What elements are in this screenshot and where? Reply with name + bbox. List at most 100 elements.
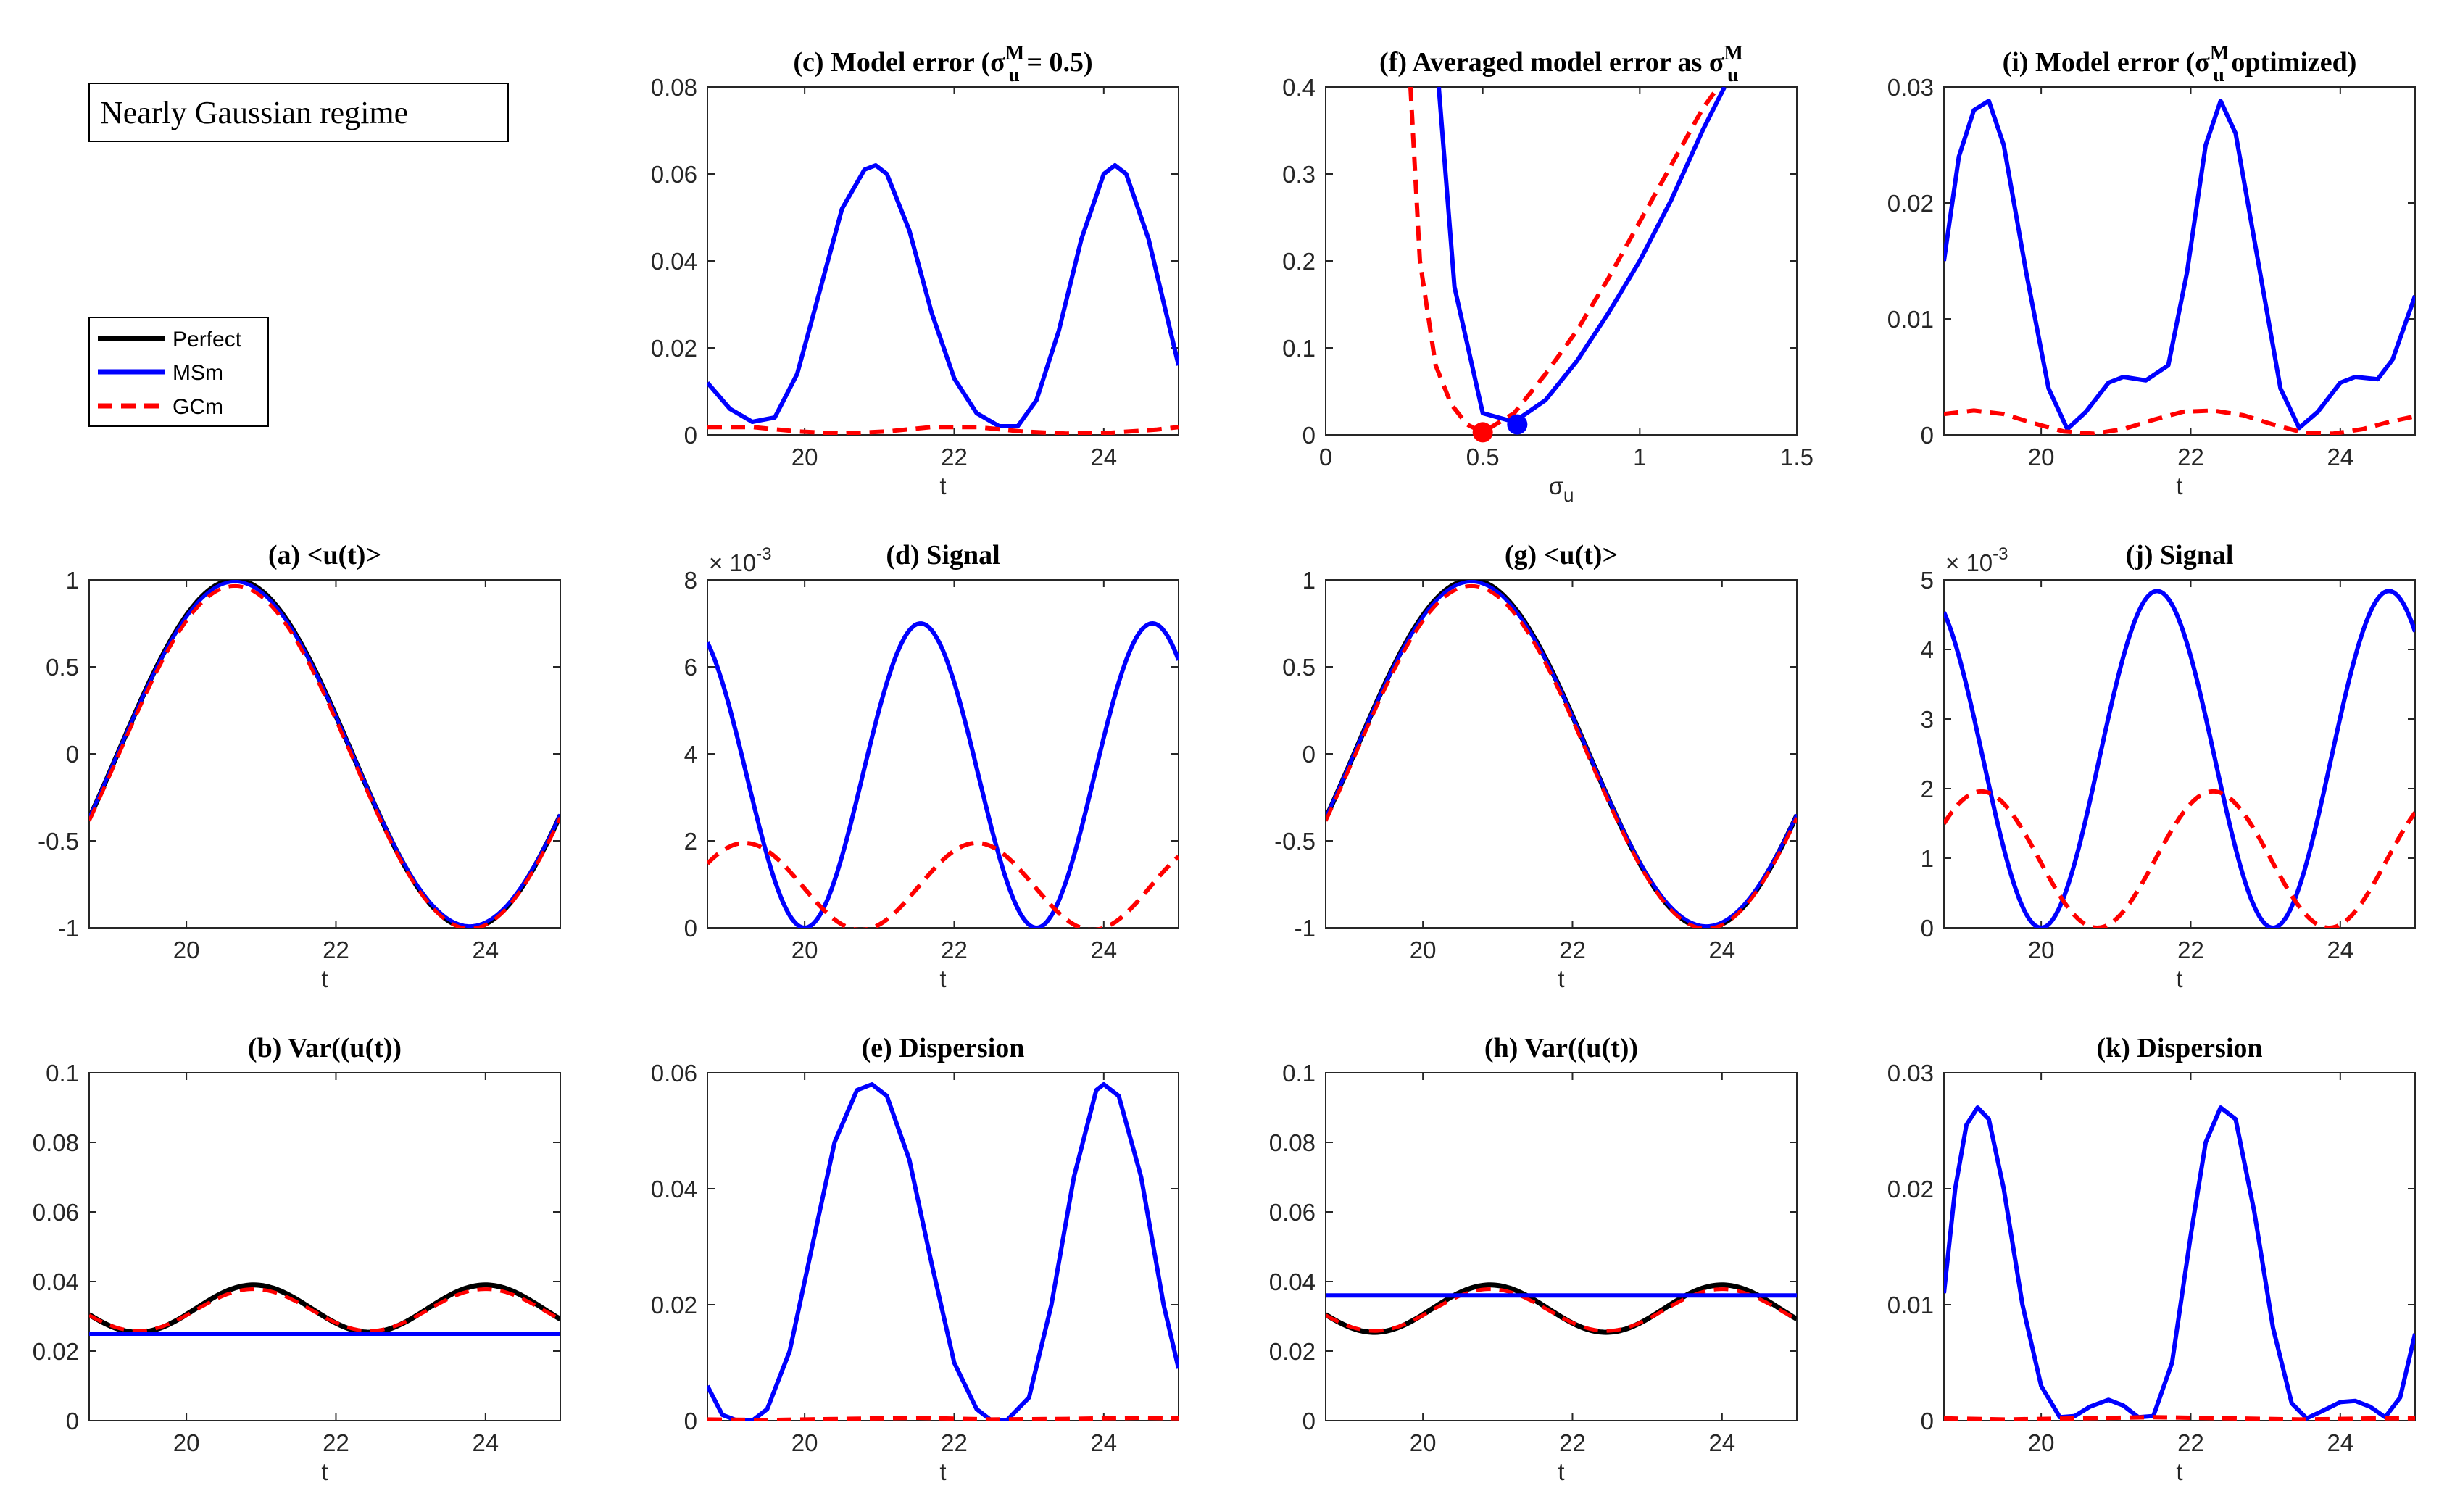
xlabel-h: t bbox=[1558, 1458, 1564, 1485]
ytick-label-a: -1 bbox=[58, 915, 79, 942]
xlabel-j: t bbox=[2176, 965, 2182, 992]
series-gcm-i bbox=[1944, 408, 2415, 435]
ytick-label-f: 0.3 bbox=[1282, 161, 1316, 188]
xlabel-e: t bbox=[939, 1458, 946, 1485]
panel-f: 0 0.5 1 1.5 0 0.1 0.2 0.3 0.4 σu (f) Averaged mode… bbox=[1282, 42, 1813, 506]
panel-k: 20 22 24 0 0.01 0.02 0.03 t (k) Dispersion bbox=[1887, 1033, 2416, 1485]
ytick-label-h: 0 bbox=[1302, 1408, 1316, 1434]
ytick-label-c: 0.04 bbox=[651, 248, 697, 275]
axes-frame-k bbox=[1943, 1072, 2416, 1421]
ytick-label-f: 0.1 bbox=[1282, 335, 1316, 362]
ytick-label-a: 0 bbox=[66, 741, 79, 768]
ytick-label-g: 0.5 bbox=[1282, 654, 1316, 681]
xtick-label-k: 20 bbox=[2028, 1429, 2055, 1456]
ytick-label-i: 0.01 bbox=[1887, 306, 1934, 333]
exponent-label-j: × 10-3 bbox=[1945, 544, 2008, 576]
plot-area-b bbox=[89, 1282, 560, 1336]
xtick-label-c: 20 bbox=[791, 444, 818, 470]
ytick-label-g: 1 bbox=[1302, 567, 1316, 594]
plot-area-j bbox=[1944, 589, 2415, 928]
title-h: (h) Var((u(t)) bbox=[1484, 1033, 1638, 1063]
series-gcm-e bbox=[707, 1416, 1179, 1421]
ytick-label-b: 0 bbox=[66, 1408, 79, 1434]
ytick-label-e: 0.02 bbox=[651, 1292, 697, 1318]
xtick-label-b: 22 bbox=[323, 1429, 349, 1456]
ytick-label-j: 4 bbox=[1921, 636, 1934, 663]
series-msm-c bbox=[707, 163, 1179, 428]
title-i: (i) Model error (σM u optimized) bbox=[2003, 42, 2357, 86]
ytick-label-d: 6 bbox=[684, 654, 697, 681]
series-gcm-g bbox=[1326, 583, 1797, 928]
ytick-label-g: -1 bbox=[1295, 915, 1316, 942]
ytick-label-k: 0.02 bbox=[1887, 1176, 1934, 1202]
xtick-label-f: 0.5 bbox=[1466, 444, 1500, 470]
title-c: (c) Model error (σM u = 0.5) bbox=[793, 42, 1092, 86]
axes-frame-f bbox=[1325, 86, 1798, 436]
xtick-label-d: 24 bbox=[1090, 936, 1117, 963]
title-d: (d) Signal bbox=[886, 540, 1000, 570]
series-gcm-a bbox=[89, 583, 560, 928]
ytick-label-j: 5 bbox=[1921, 567, 1934, 594]
ytick-label-a: 0.5 bbox=[46, 654, 79, 681]
xtick-label-i: 20 bbox=[2028, 444, 2055, 470]
series-msm-e bbox=[707, 1082, 1179, 1421]
xlabel-i: t bbox=[2176, 473, 2182, 499]
xlabel-b: t bbox=[321, 1458, 328, 1485]
ytick-label-f: 0.4 bbox=[1282, 74, 1316, 101]
title-b: (b) Var((u(t)) bbox=[248, 1033, 402, 1063]
ytick-label-i: 0 bbox=[1921, 422, 1934, 449]
axes-frame-h bbox=[1325, 1072, 1798, 1421]
title-f: (f) Averaged model error as σM u bbox=[1379, 42, 1743, 86]
axes-frame-b bbox=[88, 1072, 561, 1421]
ytick-label-k: 0.03 bbox=[1887, 1060, 1934, 1087]
xtick-label-f: 1.5 bbox=[1780, 444, 1813, 470]
ytick-label-j: 0 bbox=[1921, 915, 1934, 942]
xtick-label-g: 22 bbox=[1559, 936, 1586, 963]
ytick-label-c: 0.02 bbox=[651, 335, 697, 362]
marker-gcm-optimum-f bbox=[1472, 422, 1493, 443]
legend-label-gcm: GCm bbox=[173, 395, 223, 419]
ytick-label-h: 0.04 bbox=[1269, 1268, 1316, 1295]
ytick-label-b: 0.08 bbox=[33, 1129, 79, 1156]
series-msm-d bbox=[707, 621, 1179, 928]
xlabel-a: t bbox=[321, 965, 328, 992]
xtick-label-f: 1 bbox=[1633, 444, 1646, 470]
xtick-label-j: 24 bbox=[2327, 936, 2353, 963]
regime-label: Nearly Gaussian regime bbox=[100, 95, 408, 130]
xtick-label-a: 22 bbox=[323, 936, 349, 963]
ytick-label-h: 0.02 bbox=[1269, 1338, 1316, 1365]
ytick-label-b: 0.1 bbox=[46, 1060, 79, 1087]
ytick-label-j: 1 bbox=[1921, 845, 1934, 872]
panel-a: 20 22 24 -1 -0.5 0 0.5 1 t (a) <u(t)> bbox=[38, 540, 561, 992]
axes-frame-e bbox=[707, 1072, 1179, 1421]
title-e: (e) Dispersion bbox=[862, 1033, 1025, 1063]
title-j: (j) Signal bbox=[2126, 540, 2234, 570]
panel-i: 20 22 24 0 0.01 0.02 0.03 t (i) Model error (σM u… bbox=[1887, 42, 2416, 499]
xtick-label-k: 24 bbox=[2327, 1429, 2353, 1456]
xlabel-c: t bbox=[939, 473, 946, 499]
series-msm-k bbox=[1944, 1105, 2415, 1421]
xtick-label-a: 20 bbox=[173, 936, 200, 963]
exponent-label-d: × 10-3 bbox=[709, 544, 772, 576]
panel-c: 20 22 24 0 0.02 0.04 0.06 0.08 t (c) Model error … bbox=[651, 42, 1179, 499]
series-gcm-h bbox=[1326, 1287, 1797, 1333]
ytick-label-a: 1 bbox=[66, 567, 79, 594]
plot-area-d bbox=[707, 621, 1179, 928]
panel-j: 20 22 24 0 1 2 3 4 5 t × 10-3 (j) Signal bbox=[1921, 540, 2416, 992]
ytick-label-c: 0 bbox=[684, 422, 697, 449]
ytick-label-i: 0.03 bbox=[1887, 74, 1934, 101]
ytick-label-h: 0.08 bbox=[1269, 1129, 1316, 1156]
ytick-label-a: -0.5 bbox=[38, 828, 79, 855]
series-msm-f bbox=[1437, 87, 1727, 424]
series-gcm-k bbox=[1944, 1415, 2415, 1421]
xtick-label-g: 24 bbox=[1708, 936, 1735, 963]
xlabel-f: σu bbox=[1549, 473, 1574, 506]
regime-label-box bbox=[88, 83, 509, 142]
plot-area-g bbox=[1326, 580, 1797, 928]
axes-frame-d bbox=[707, 579, 1179, 929]
ytick-label-i: 0.02 bbox=[1887, 190, 1934, 217]
ytick-label-f: 0.2 bbox=[1282, 248, 1316, 275]
